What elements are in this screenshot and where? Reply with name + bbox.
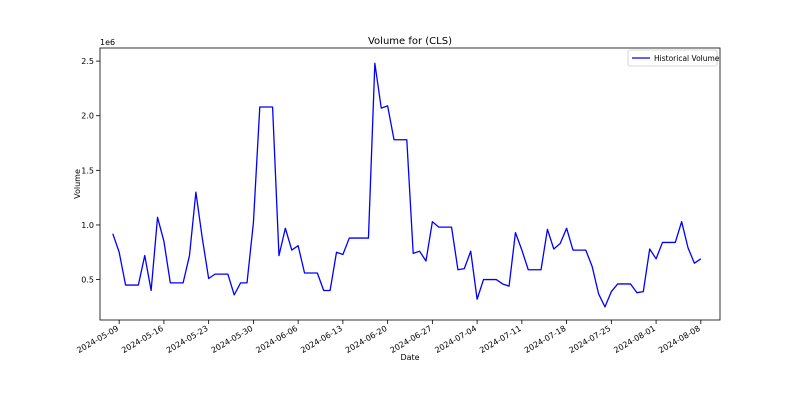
x-tick-label: 2024-05-23: [165, 324, 210, 355]
y-axis: 0.5 1.0 1.5 2.0 2.5: [81, 57, 100, 285]
plot-area: [112, 62, 702, 308]
y-tick-label: 0.5: [81, 276, 94, 285]
x-tick-label: 2024-07-04: [433, 324, 478, 355]
x-tick-label: 2024-06-13: [299, 324, 344, 355]
y-axis-title: Volume: [73, 169, 82, 199]
legend: Historical Volume: [627, 49, 720, 67]
x-tick-label: 2024-05-30: [210, 324, 255, 355]
y-axis-offset-label: 1e6: [100, 38, 115, 47]
x-axis-title: Date: [400, 353, 419, 362]
x-tick-label: 2024-05-09: [75, 324, 120, 355]
x-axis: 2024-05-09 2024-05-16 2024-05-23 2024-05-30…: [75, 320, 702, 355]
x-tick-label: 2024-07-25: [568, 324, 613, 355]
y-tick-label: 2.0: [81, 112, 94, 121]
chart-title: Volume for (CLS): [368, 36, 452, 47]
y-tick-label: 1.5: [81, 166, 94, 175]
legend-label-historical-volume: Historical Volume: [654, 54, 720, 63]
x-tick-label: 2024-06-27: [389, 324, 434, 355]
x-tick-label: 2024-07-11: [478, 324, 523, 355]
y-tick-label: 1.0: [81, 221, 94, 230]
axes-frame: [99, 47, 721, 321]
x-tick-label: 2024-07-18: [523, 324, 568, 355]
series-line-historical-volume: [112, 62, 702, 308]
x-tick-label: 2024-08-01: [612, 324, 657, 355]
x-tick-label: 2024-06-20: [344, 324, 389, 355]
x-tick-label: 2024-08-08: [657, 324, 702, 355]
x-tick-label: 2024-05-16: [120, 324, 165, 355]
y-tick-label: 2.5: [81, 57, 94, 66]
x-tick-label: 2024-06-06: [254, 324, 299, 355]
legend-box: [627, 49, 718, 67]
